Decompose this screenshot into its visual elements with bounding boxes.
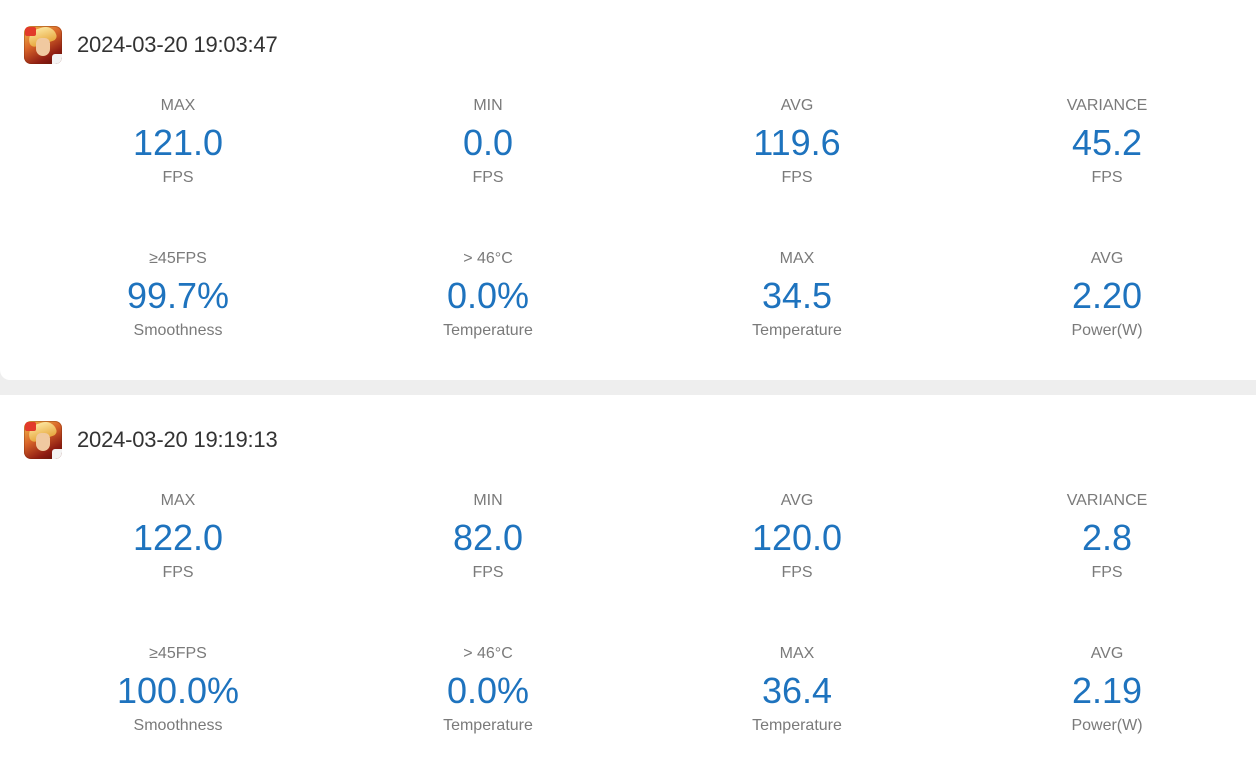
metric-top-label: VARIANCE (1066, 492, 1148, 509)
metric-value: 36.4 (761, 670, 833, 711)
metric-min-fps: MIN 82.0 FPS (373, 492, 603, 582)
metric-top-label: AVG (1090, 645, 1124, 662)
metric-bottom-label: FPS (1091, 564, 1123, 581)
metric-top-label: MAX (779, 645, 815, 662)
metric-bottom-label: FPS (472, 169, 504, 186)
metric-bottom-label: Temperature (752, 717, 842, 734)
metric-temperature-over-threshold: > 46°C 0.0% Temperature (373, 645, 603, 735)
metric-max-temperature: MAX 34.5 Temperature (682, 250, 912, 340)
metric-top-label: > 46°C (463, 250, 513, 267)
metric-top-label: > 46°C (463, 645, 513, 662)
metric-top-label: AVG (1090, 250, 1124, 267)
session-timestamp: 2024-03-20 19:19:13 (77, 427, 278, 452)
metric-avg-power: AVG 2.19 Power(W) (992, 645, 1222, 735)
metric-value: 0.0% (446, 670, 530, 711)
session-timestamp: 2024-03-20 19:03:47 (77, 32, 278, 57)
metric-avg-fps: AVG 119.6 FPS (682, 97, 912, 187)
session-header: 2024-03-20 19:19:13 (24, 421, 278, 459)
metric-value: 121.0 (132, 122, 224, 163)
metric-value: 99.7% (126, 275, 230, 316)
metric-value: 122.0 (132, 517, 224, 558)
game-app-icon (24, 26, 62, 64)
metric-value: 45.2 (1071, 122, 1143, 163)
metric-bottom-label: Temperature (443, 322, 533, 339)
metric-value: 34.5 (761, 275, 833, 316)
metric-bottom-label: FPS (1091, 169, 1123, 186)
session-header: 2024-03-20 19:03:47 (24, 26, 278, 64)
metric-bottom-label: Smoothness (133, 717, 223, 734)
metric-value: 2.20 (1071, 275, 1143, 316)
metric-top-label: MAX (160, 492, 196, 509)
metric-max-fps: MAX 121.0 FPS (63, 97, 293, 187)
metric-temperature-over-threshold: > 46°C 0.0% Temperature (373, 250, 603, 340)
metric-value: 2.19 (1071, 670, 1143, 711)
metric-top-label: AVG (780, 492, 814, 509)
metric-bottom-label: Temperature (752, 322, 842, 339)
metric-smoothness: ≥45FPS 100.0% Smoothness (63, 645, 293, 735)
session-card[interactable]: 2024-03-20 19:03:47 MAX 121.0 FPS MIN 0.… (0, 0, 1256, 380)
metric-max-temperature: MAX 36.4 Temperature (682, 645, 912, 735)
metric-bottom-label: FPS (781, 169, 813, 186)
metric-avg-fps: AVG 120.0 FPS (682, 492, 912, 582)
metric-bottom-label: FPS (472, 564, 504, 581)
metric-top-label: MAX (779, 250, 815, 267)
metric-top-label: ≥45FPS (149, 250, 207, 267)
metric-bottom-label: Power(W) (1071, 322, 1143, 339)
metric-variance-fps: VARIANCE 45.2 FPS (992, 97, 1222, 187)
metric-bottom-label: Temperature (443, 717, 533, 734)
metric-bottom-label: FPS (781, 564, 813, 581)
metric-top-label: ≥45FPS (149, 645, 207, 662)
metric-top-label: MIN (473, 492, 503, 509)
metric-min-fps: MIN 0.0 FPS (373, 97, 603, 187)
metric-bottom-label: Smoothness (133, 322, 223, 339)
metric-max-fps: MAX 122.0 FPS (63, 492, 293, 582)
metric-value: 82.0 (452, 517, 524, 558)
metric-value: 119.6 (753, 122, 841, 163)
metric-variance-fps: VARIANCE 2.8 FPS (992, 492, 1222, 582)
metric-value: 2.8 (1081, 517, 1133, 558)
metric-top-label: VARIANCE (1066, 97, 1148, 114)
game-app-icon (24, 421, 62, 459)
metric-top-label: MAX (160, 97, 196, 114)
metric-avg-power: AVG 2.20 Power(W) (992, 250, 1222, 340)
metric-bottom-label: FPS (162, 564, 194, 581)
metric-bottom-label: FPS (162, 169, 194, 186)
metric-smoothness: ≥45FPS 99.7% Smoothness (63, 250, 293, 340)
metric-bottom-label: Power(W) (1071, 717, 1143, 734)
metric-top-label: MIN (473, 97, 503, 114)
metric-value: 0.0% (446, 275, 530, 316)
metric-value: 120.0 (751, 517, 843, 558)
session-card[interactable]: 2024-03-20 19:19:13 MAX 122.0 FPS MIN 82… (0, 395, 1256, 769)
metric-value: 100.0% (116, 670, 240, 711)
metric-top-label: AVG (780, 97, 814, 114)
metric-value: 0.0 (462, 122, 514, 163)
